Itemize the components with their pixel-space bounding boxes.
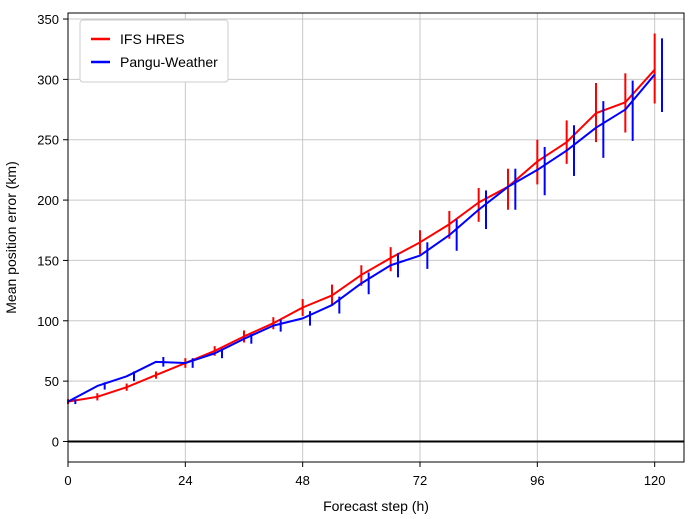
y-tick-label: 150	[37, 253, 59, 268]
x-tick-label: 0	[64, 473, 71, 488]
series-ifs-hres	[67, 33, 656, 405]
x-tick-label: 96	[530, 473, 544, 488]
legend-label-ifs-hres: IFS HRES	[120, 31, 185, 47]
x-tick-label: 48	[295, 473, 309, 488]
y-tick-label: 350	[37, 12, 59, 27]
x-tick-label: 24	[178, 473, 192, 488]
x-tick-label: 120	[644, 473, 666, 488]
y-tick-label: 0	[52, 434, 59, 449]
y-tick-label: 250	[37, 133, 59, 148]
y-tick-label: 200	[37, 193, 59, 208]
legend-box	[79, 19, 229, 83]
axis-ticks: 0 24 48 72 96 120 0 50 100 150 200 250 300 350	[37, 12, 665, 488]
y-axis-label: Mean position error (km)	[3, 161, 19, 314]
y-tick-label: 50	[45, 374, 59, 389]
y-tick-label: 300	[37, 72, 59, 87]
series-line-pangu-weather	[67, 73, 656, 403]
y-tick-label: 100	[37, 314, 59, 329]
legend: IFS HRES Pangu-Weather	[79, 19, 229, 83]
x-axis-label: Forecast step (h)	[323, 498, 429, 514]
series-pangu-weather	[67, 38, 663, 405]
series-line-ifs-hres	[67, 69, 656, 403]
series-group	[67, 33, 663, 405]
x-tick-label: 72	[413, 473, 427, 488]
plot-frame	[67, 12, 685, 463]
legend-label-pangu-weather: Pangu-Weather	[120, 54, 218, 70]
